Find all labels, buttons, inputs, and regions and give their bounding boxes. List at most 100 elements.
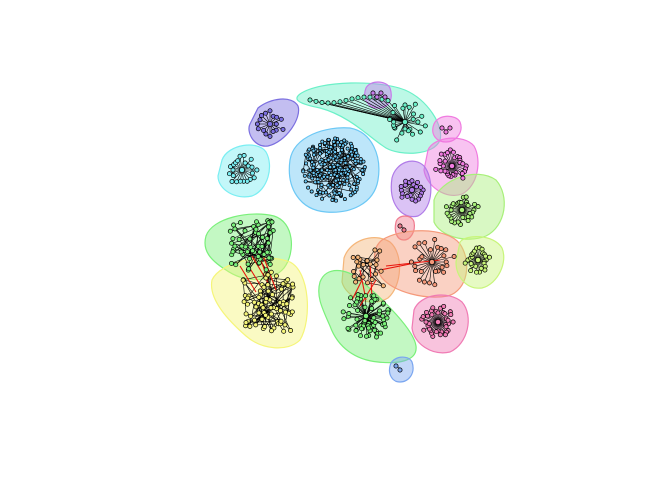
vertex <box>421 327 427 333</box>
vertex <box>468 261 474 267</box>
vertex <box>342 197 347 202</box>
vertex <box>247 256 253 262</box>
vertex <box>311 162 316 167</box>
vertex <box>361 172 366 176</box>
vertex <box>363 333 369 339</box>
vertex <box>313 180 318 185</box>
vertex <box>320 196 325 201</box>
vertex <box>311 165 316 170</box>
vertex <box>261 127 267 133</box>
hub-vertex <box>239 167 245 173</box>
vertex <box>257 249 263 255</box>
vertex <box>266 255 272 261</box>
vertex <box>442 311 448 317</box>
edge <box>260 290 272 331</box>
hub-vertex <box>429 259 435 265</box>
edge <box>238 232 256 240</box>
vertex <box>372 247 378 253</box>
vertex <box>328 145 333 150</box>
vertex <box>345 154 350 159</box>
vertex <box>318 190 323 195</box>
vertex <box>253 322 259 328</box>
vertex <box>319 182 324 187</box>
vertex <box>262 324 268 330</box>
vertex <box>343 97 349 103</box>
edge <box>387 100 406 123</box>
vertex <box>362 165 367 170</box>
vertex <box>325 175 330 179</box>
vertex <box>264 235 270 241</box>
vertex <box>339 140 344 145</box>
vertex <box>437 158 443 164</box>
vertex <box>413 268 419 274</box>
edge <box>340 179 344 195</box>
edge <box>431 239 435 263</box>
edge <box>394 105 406 123</box>
vertex <box>342 138 347 143</box>
vertex <box>353 279 359 285</box>
vertex <box>270 129 276 134</box>
edge <box>232 220 271 239</box>
vertex <box>390 110 396 115</box>
vertex <box>377 248 383 254</box>
vertex <box>226 171 232 177</box>
vertex <box>422 123 428 129</box>
vertex <box>442 168 448 174</box>
vertex <box>259 113 264 118</box>
vertex <box>333 178 338 183</box>
vertex <box>355 95 361 101</box>
vertex <box>343 161 348 165</box>
vertex <box>259 244 265 249</box>
vertex <box>372 327 378 333</box>
vertex <box>245 295 251 301</box>
vertex <box>472 201 478 207</box>
vertex <box>360 168 365 173</box>
vertex <box>422 240 428 246</box>
vertex <box>242 228 248 234</box>
vertex <box>254 219 259 225</box>
vertex <box>438 168 444 174</box>
edge <box>249 226 254 259</box>
vertex <box>231 222 237 228</box>
vertex <box>360 274 366 280</box>
vertex <box>353 322 359 328</box>
edge <box>351 98 406 123</box>
vertex <box>315 168 320 172</box>
vertex <box>267 108 273 114</box>
edge <box>404 121 426 127</box>
vertex <box>416 240 422 246</box>
edge <box>339 101 406 123</box>
vertex <box>265 240 271 246</box>
vertex <box>374 334 379 340</box>
vertex <box>260 305 266 311</box>
edge <box>247 283 284 299</box>
vertex <box>459 171 465 176</box>
vertex <box>267 261 273 267</box>
vertex <box>392 103 398 109</box>
vertex <box>444 210 450 216</box>
vertex <box>401 227 407 233</box>
vertex <box>353 158 358 163</box>
vertex <box>432 237 438 242</box>
vertex <box>419 113 425 119</box>
vertex <box>399 194 405 200</box>
vertex <box>245 261 251 267</box>
edge <box>414 261 433 267</box>
edge <box>347 315 367 329</box>
vertex <box>260 234 265 240</box>
vertex <box>367 261 373 267</box>
vertex <box>242 160 248 166</box>
edge <box>248 273 267 297</box>
vertex <box>230 173 236 179</box>
vertex <box>285 282 291 288</box>
vertex <box>417 129 423 135</box>
vertex <box>303 179 308 184</box>
vertex <box>374 257 380 263</box>
vertex <box>369 277 375 282</box>
vertex <box>408 259 414 265</box>
vertex <box>313 98 319 104</box>
vertex <box>382 321 388 327</box>
vertex <box>460 161 466 167</box>
vertex <box>302 173 307 178</box>
